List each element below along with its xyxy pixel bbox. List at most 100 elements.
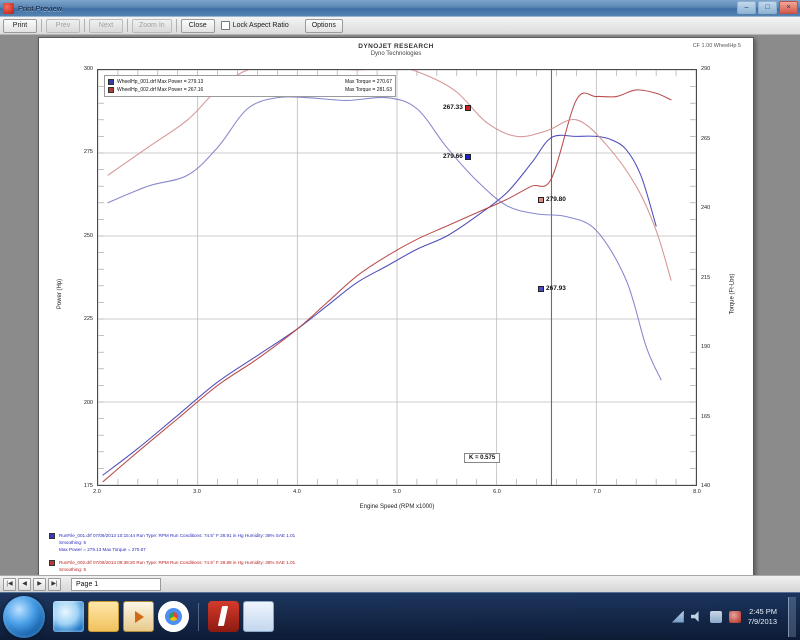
y2-tick-label: 190 xyxy=(701,344,711,350)
x-axis-label: Engine Speed (RPM x1000) xyxy=(359,504,435,510)
header-stamp: CF 1.00 WheelHp 5 xyxy=(692,43,741,49)
toolbar-separator xyxy=(84,19,85,32)
y2-tick-label: 215 xyxy=(701,274,711,281)
legend-torque: Max Torque = 270.67 xyxy=(344,78,392,85)
taskbar-media-player[interactable] xyxy=(123,601,154,632)
y-tick-label: 225 xyxy=(83,316,93,323)
run-notes: RunFile_001.drf 07/09/2013 10:15:44 Run … xyxy=(49,532,749,575)
start-button-icon[interactable] xyxy=(3,595,45,638)
lock-aspect-ratio-checkbox[interactable] xyxy=(220,21,230,30)
legend-label: WheelHp_001.drf Max Power = 279.13 xyxy=(117,78,204,85)
callout-marker xyxy=(464,153,471,160)
plot-curves xyxy=(98,70,696,485)
run-note-line3: Max Power = 267.16 Max Torque = 281.63 xyxy=(59,574,295,576)
company-subtitle: Dyno Technologies xyxy=(370,51,422,57)
run-note-body: RunFile_001.drf 07/09/2013 10:15:44 Run … xyxy=(59,532,295,553)
y-tick-label: 200 xyxy=(83,399,93,406)
toolbar-separator xyxy=(41,19,42,32)
taskbar-chrome[interactable] xyxy=(158,601,189,632)
legend-row: WheelHp_001.drf Max Power = 279.13 Max To… xyxy=(108,78,392,85)
run-note-line1: RunFile_001.drf 07/09/2013 10:15:44 Run … xyxy=(59,533,296,538)
run-note-swatch xyxy=(49,533,55,539)
previous-page-button[interactable]: ◀ xyxy=(18,577,31,591)
run-note-line3: Max Power = 279.13 Max Torque = 270.67 xyxy=(59,547,146,553)
x-tick-label: 7.0 xyxy=(593,489,601,495)
legend-swatch xyxy=(108,78,114,85)
antivirus-icon[interactable] xyxy=(728,610,741,623)
taskbar-separator xyxy=(198,602,199,631)
zoom-in-button[interactable]: Zoom In xyxy=(132,18,172,33)
taskbar-dyno-app[interactable] xyxy=(208,601,239,632)
status-bar: |◀ ◀ ▶ ▶| Page 1 xyxy=(0,575,800,592)
y2-tick-label: 165 xyxy=(701,413,711,420)
window-title: Print Preview xyxy=(18,3,63,13)
taskbar-ie[interactable] xyxy=(53,601,84,632)
preview-toolbar: Print Prev Next Zoom In Close Lock Aspec… xyxy=(0,17,800,35)
callout-marker xyxy=(464,104,471,111)
window-controls: – □ × xyxy=(737,1,798,14)
legend-row: WheelHp_002.drf Max Power = 267.16 Max To… xyxy=(108,86,392,93)
x-tick-label: 5.0 xyxy=(393,489,401,495)
printed-page: DYNOJET RESEARCH Dyno Technologies CF 1.… xyxy=(38,37,754,575)
minimize-button[interactable]: – xyxy=(737,1,756,14)
callout-power-run1-peak: 279.66 xyxy=(443,153,471,160)
y-tick-label: 250 xyxy=(83,232,93,239)
y2-tick-label: 240 xyxy=(701,205,711,211)
options-button[interactable]: Options xyxy=(304,18,343,33)
prev-page-button[interactable]: Prev xyxy=(46,18,80,33)
quick-launch-bar xyxy=(53,601,274,632)
taskbar-explorer[interactable] xyxy=(88,601,119,632)
callout-value: 267.33 xyxy=(443,104,463,111)
y-tick-label: 300 xyxy=(83,66,93,72)
y-axis-label: Power (Hp) xyxy=(57,278,64,310)
next-page-button[interactable]: Next xyxy=(89,18,123,33)
x-tick-label: 6.0 xyxy=(493,489,501,495)
last-page-button[interactable]: ▶| xyxy=(48,577,61,591)
network-icon[interactable] xyxy=(671,610,684,623)
print-button[interactable]: Print xyxy=(3,18,37,33)
company-name: DYNOJET RESEARCH xyxy=(358,43,434,50)
document-scroll-area[interactable]: DYNOJET RESEARCH Dyno Technologies CF 1.… xyxy=(0,35,800,575)
callout-value: 267.93 xyxy=(546,285,566,292)
toolbar-separator xyxy=(175,19,177,32)
action-center-icon[interactable] xyxy=(709,610,722,623)
first-page-button[interactable]: |◀ xyxy=(3,577,16,591)
clock-date: 7/9/2013 xyxy=(747,616,777,626)
maximize-button[interactable]: □ xyxy=(758,1,777,14)
show-desktop-button[interactable] xyxy=(788,596,796,637)
callout-torque-run2-peak: 279.80 xyxy=(538,196,566,203)
y2-tick-label: 140 xyxy=(701,483,711,489)
x-tick-label: 2.0 xyxy=(93,489,101,495)
k-factor-box: K = 0.575 xyxy=(464,453,501,463)
lock-aspect-ratio-label: Lock Aspect Ratio xyxy=(232,22,289,29)
chart-legend: WheelHp_001.drf Max Power = 279.13 Max To… xyxy=(104,75,396,97)
window-titlebar[interactable]: Print Preview – □ × xyxy=(0,0,800,17)
close-button[interactable]: × xyxy=(779,1,798,14)
lock-aspect-ratio-group[interactable]: Lock Aspect Ratio xyxy=(220,21,289,30)
page-header: DYNOJET RESEARCH Dyno Technologies CF 1.… xyxy=(39,43,753,65)
callout-value: 279.80 xyxy=(546,196,566,203)
toolbar-separator xyxy=(127,19,128,32)
windows-taskbar: 2:45 PM 7/9/2013 xyxy=(0,592,800,640)
clock[interactable]: 2:45 PM 7/9/2013 xyxy=(748,607,781,626)
next-page-button[interactable]: ▶ xyxy=(33,577,46,591)
run-note-swatch xyxy=(49,560,55,567)
close-preview-button[interactable]: Close xyxy=(180,18,215,33)
print-preview-window: Print Preview – □ × Print Prev Next Zoom… xyxy=(0,0,800,592)
callout-marker xyxy=(538,285,544,292)
y2-tick-label: 290 xyxy=(701,66,711,72)
legend-swatch xyxy=(108,86,114,93)
callout-power-run2-peak: 267.33 xyxy=(443,104,471,111)
taskbar-document[interactable] xyxy=(243,601,274,632)
app-icon xyxy=(3,2,14,14)
dyno-chart: Power (Hp) Torque (Ft-Lbs) Engine Speed … xyxy=(39,64,755,524)
run-note-body: RunFile_002.drf 07/09/2013 09:38:20 Run … xyxy=(59,559,295,575)
x-tick-label: 4.0 xyxy=(293,489,301,495)
run-note-row: RunFile_002.drf 07/09/2013 09:38:20 Run … xyxy=(49,559,749,575)
y2-tick-label: 265 xyxy=(701,135,711,142)
volume-icon[interactable] xyxy=(690,611,699,622)
callout-marker xyxy=(538,196,544,203)
y-tick-label: 175 xyxy=(83,483,93,489)
callout-torque-run1-peak: 267.93 xyxy=(538,285,566,292)
page-indicator[interactable]: Page 1 xyxy=(71,577,161,591)
